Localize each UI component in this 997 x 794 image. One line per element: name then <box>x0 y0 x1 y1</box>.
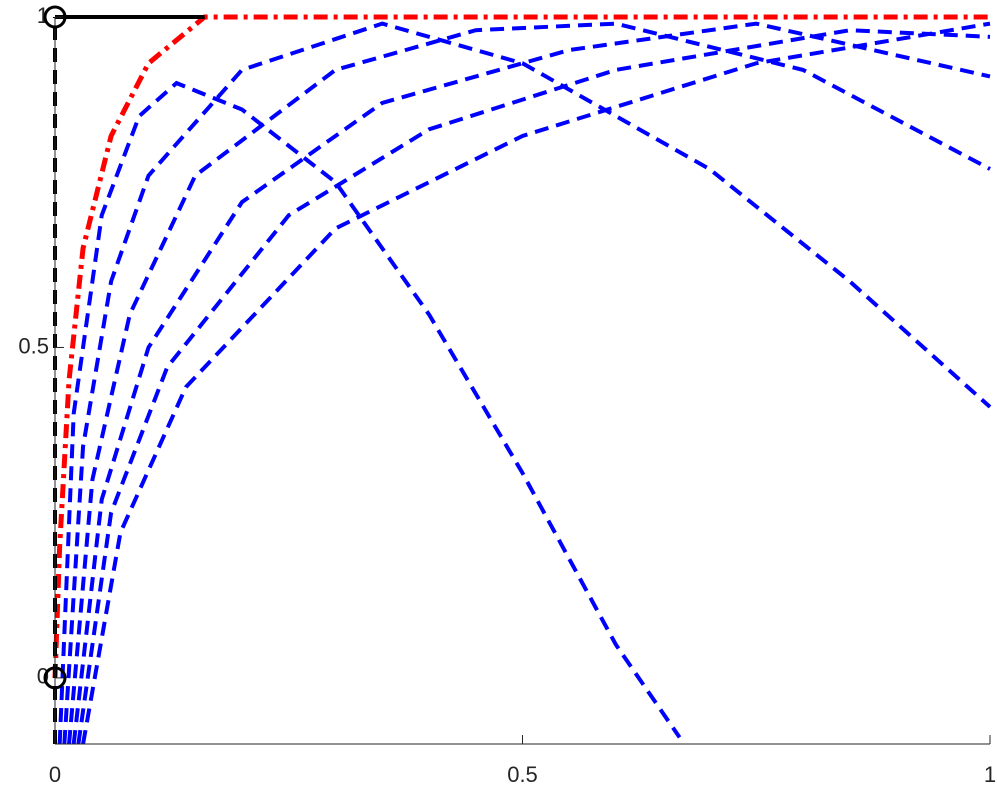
marker <box>43 5 67 29</box>
x-tick-label: 1 <box>984 762 996 787</box>
line <box>71 21 991 745</box>
line <box>67 21 991 745</box>
x-tick-label: 0 <box>49 762 61 787</box>
marker <box>43 666 67 690</box>
line <box>52 14 990 678</box>
line <box>81 21 991 745</box>
line <box>62 21 992 745</box>
line <box>76 28 991 745</box>
x-tick-label: 0.5 <box>507 762 538 787</box>
line <box>57 80 682 745</box>
y-tick-label: 0.5 <box>18 333 49 358</box>
